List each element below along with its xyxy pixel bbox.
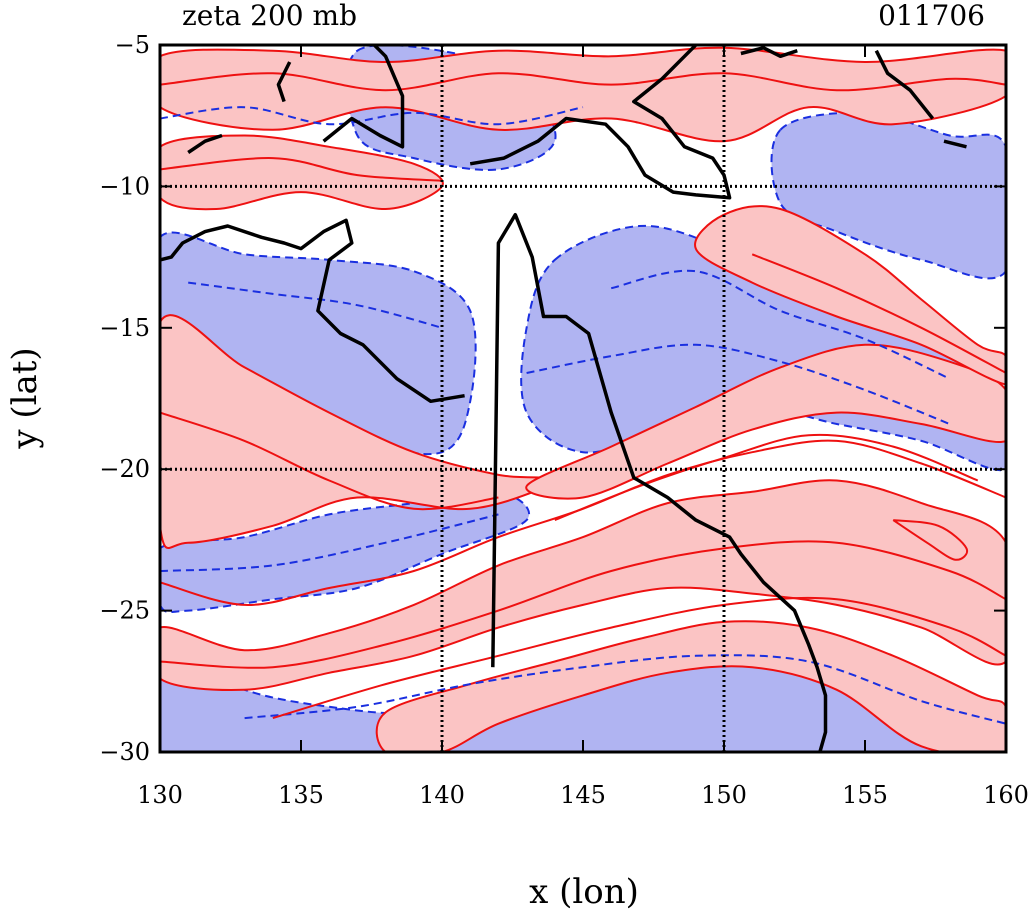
x-axis-label: x (lon) xyxy=(529,872,639,912)
y-tick-label: −5 xyxy=(115,31,150,59)
positive-contour xyxy=(160,411,499,511)
coastline-segment xyxy=(469,45,732,200)
negative-contour xyxy=(610,269,951,380)
positive-region-main-jet xyxy=(160,479,1006,691)
positive-contour xyxy=(751,253,1006,374)
coastline-segment xyxy=(491,212,828,752)
negative-contour xyxy=(160,513,499,572)
positive-region-lower-jet xyxy=(375,620,1006,752)
y-tick-labels: −5 −10 −15 −20 −25 −30 xyxy=(99,31,150,766)
negative-contour xyxy=(244,654,1006,725)
coastline-layer xyxy=(160,45,967,752)
y-axis-label: y (lat) xyxy=(5,347,45,449)
coastline-segment xyxy=(943,139,967,149)
x-tick-label: 140 xyxy=(419,781,465,809)
positive-region-upper-jet xyxy=(525,343,1006,500)
coastline-segment xyxy=(160,218,465,404)
time-stamp: 011706 xyxy=(878,0,985,32)
positive-contour xyxy=(160,72,1006,92)
y-tick-label: −20 xyxy=(99,455,150,483)
y-tick-label: −30 xyxy=(99,738,150,766)
positive-contour xyxy=(892,519,969,561)
x-tick-label: 130 xyxy=(137,781,183,809)
positive-region-north-band xyxy=(160,46,1006,143)
y-tick-label: −15 xyxy=(99,314,150,342)
x-tick-label: 150 xyxy=(701,781,747,809)
coastline-segment xyxy=(322,45,405,149)
plot-area xyxy=(160,45,1006,752)
x-tick-label: 135 xyxy=(278,781,324,809)
x-tick-label: 145 xyxy=(560,781,606,809)
positive-vorticity-contours xyxy=(160,72,1006,720)
positive-contour xyxy=(160,157,443,182)
coastline-segment xyxy=(874,49,935,120)
positive-contour xyxy=(272,596,1006,720)
positive-region-west-blob xyxy=(160,134,444,211)
positive-contour xyxy=(160,540,1006,669)
negative-vorticity-contours xyxy=(160,106,1006,725)
coastline-segment xyxy=(740,46,798,59)
coastline-segment xyxy=(187,133,223,154)
y-tick-label: −10 xyxy=(99,172,150,200)
chart-title: zeta 200 mb xyxy=(182,0,357,32)
positive-vorticity-fills xyxy=(160,46,1006,752)
dotted-gridlines xyxy=(160,45,1006,752)
x-tick-label: 155 xyxy=(842,781,888,809)
positive-region-arm-plains xyxy=(160,314,556,549)
tick-marks xyxy=(159,44,1007,753)
coastline-segment xyxy=(276,61,292,103)
x-tick-label: 160 xyxy=(983,781,1029,809)
negative-contour xyxy=(160,106,584,126)
x-tick-labels: 130 135 140 145 150 155 160 xyxy=(137,781,1029,809)
negative-contour xyxy=(526,343,950,425)
positive-contour xyxy=(554,433,979,522)
y-tick-label: −25 xyxy=(99,597,150,625)
